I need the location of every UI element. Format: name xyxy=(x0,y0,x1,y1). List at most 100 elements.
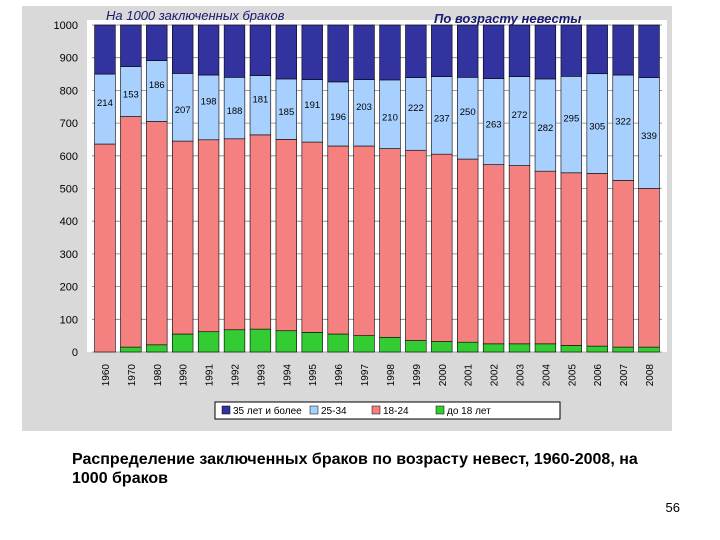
bar-segment xyxy=(146,121,168,346)
legend-label: 25-34 xyxy=(321,406,347,417)
bar-segment xyxy=(508,165,531,345)
bar-segment xyxy=(457,24,479,78)
y-tick-label: 300 xyxy=(60,249,78,261)
legend-swatch xyxy=(371,405,381,415)
bar-segment xyxy=(120,346,142,353)
y-tick-label: 1000 xyxy=(54,20,78,32)
x-tick-label: 1992 xyxy=(231,364,242,387)
data-label: 191 xyxy=(304,100,320,111)
bar-segment xyxy=(431,153,453,342)
data-label: 207 xyxy=(175,105,191,116)
x-tick-label: 2002 xyxy=(490,364,501,387)
bar-segment xyxy=(534,170,557,345)
bar-segment xyxy=(612,24,634,76)
bar-segment xyxy=(275,24,297,80)
bar-segment xyxy=(431,341,453,353)
bar-segment xyxy=(405,149,427,341)
x-tick-label: 2004 xyxy=(541,364,552,387)
bar-segment xyxy=(431,24,453,77)
bar-segment xyxy=(508,24,531,77)
bar-segment xyxy=(301,141,323,333)
bar-segment xyxy=(457,158,479,343)
bar-segment xyxy=(353,24,375,80)
y-tick-label: 200 xyxy=(60,282,78,294)
data-label: 282 xyxy=(537,123,553,134)
bar-segment xyxy=(172,24,194,74)
legend-swatch xyxy=(221,405,231,415)
bar-segment xyxy=(301,332,323,353)
data-label: 198 xyxy=(201,96,217,107)
data-label: 295 xyxy=(563,114,579,125)
legend-label: до 18 лет xyxy=(447,406,491,417)
bar-segment xyxy=(560,172,582,346)
y-axis-ticks: 0 100 200 300 400 500 600 700 800 900 1000 xyxy=(54,20,78,359)
bar-segment xyxy=(379,148,401,338)
data-label: 153 xyxy=(123,90,139,101)
bar-segment xyxy=(612,346,634,353)
data-label: 263 xyxy=(486,120,502,131)
data-label: 250 xyxy=(460,107,476,118)
data-label: 185 xyxy=(278,107,294,118)
data-label: 237 xyxy=(434,113,450,124)
page-number: 56 xyxy=(665,500,680,515)
bar-segment xyxy=(146,24,168,61)
bar-segment xyxy=(223,329,246,353)
x-tick-label: 2008 xyxy=(645,364,656,387)
bar-segment xyxy=(638,24,660,78)
bar-segment xyxy=(94,143,116,353)
legend: 35 лет и более 25-34 18-24 до 18 лет xyxy=(221,405,491,417)
bar-segment xyxy=(301,24,323,80)
y-tick-label: 500 xyxy=(60,184,78,196)
x-tick-label: 1960 xyxy=(101,364,112,387)
y-tick-label: 100 xyxy=(60,314,78,326)
legend-label: 18-24 xyxy=(383,406,409,417)
bar-segment xyxy=(353,145,375,336)
data-label: 305 xyxy=(589,122,605,133)
bar-segment xyxy=(586,24,608,75)
x-tick-label: 2001 xyxy=(464,364,475,387)
bar-segment xyxy=(405,24,427,78)
bar-segment xyxy=(120,24,142,67)
bar-segment xyxy=(94,24,116,75)
x-tick-label: 2003 xyxy=(516,364,527,387)
bar-segment xyxy=(534,24,557,80)
y-tick-label: 700 xyxy=(60,118,78,130)
bar-segment xyxy=(275,330,297,353)
legend-label: 35 лет и более xyxy=(233,405,302,417)
y-tick-label: 900 xyxy=(60,53,78,65)
bar-segment xyxy=(197,139,220,333)
data-label: 214 xyxy=(97,98,113,109)
x-tick-label: 1993 xyxy=(256,364,267,387)
chart-panel: На 1000 заключенных браков По возрасту н… xyxy=(22,6,672,431)
bar-segment xyxy=(457,341,479,353)
data-label: 322 xyxy=(615,117,631,128)
data-labels: 214 153 186 207 198 188 181 185 191 196 203 210 222 2… xyxy=(97,80,657,142)
bar-segment xyxy=(638,188,660,348)
x-tick-label: 1991 xyxy=(205,364,216,387)
bar-segment xyxy=(405,340,427,353)
bar-segment xyxy=(560,345,582,353)
data-label: 181 xyxy=(252,94,268,105)
bar-segment xyxy=(353,335,375,353)
slide-caption: Распределение заключенных браков по возр… xyxy=(72,451,638,487)
data-label: 186 xyxy=(149,80,165,91)
bar-segment xyxy=(612,180,634,348)
bar-segment xyxy=(379,24,401,81)
bar-segment xyxy=(327,24,349,83)
bar-segment xyxy=(508,343,531,353)
data-label: 339 xyxy=(641,131,657,142)
bar-segment xyxy=(223,138,246,331)
bar-segment xyxy=(197,24,220,76)
bar-segment xyxy=(146,344,168,353)
bar-segment xyxy=(586,345,608,353)
bar-segment xyxy=(482,343,505,353)
legend-box xyxy=(214,401,561,420)
data-label: 203 xyxy=(356,102,372,113)
legend-swatch xyxy=(309,405,319,415)
bar-segment xyxy=(586,173,608,347)
chart-title: На 1000 заключенных браков xyxy=(106,8,285,23)
bar-segment xyxy=(534,343,557,353)
bar-segment xyxy=(379,336,401,353)
x-tick-label: 2007 xyxy=(619,364,630,387)
data-label: 222 xyxy=(408,103,424,114)
